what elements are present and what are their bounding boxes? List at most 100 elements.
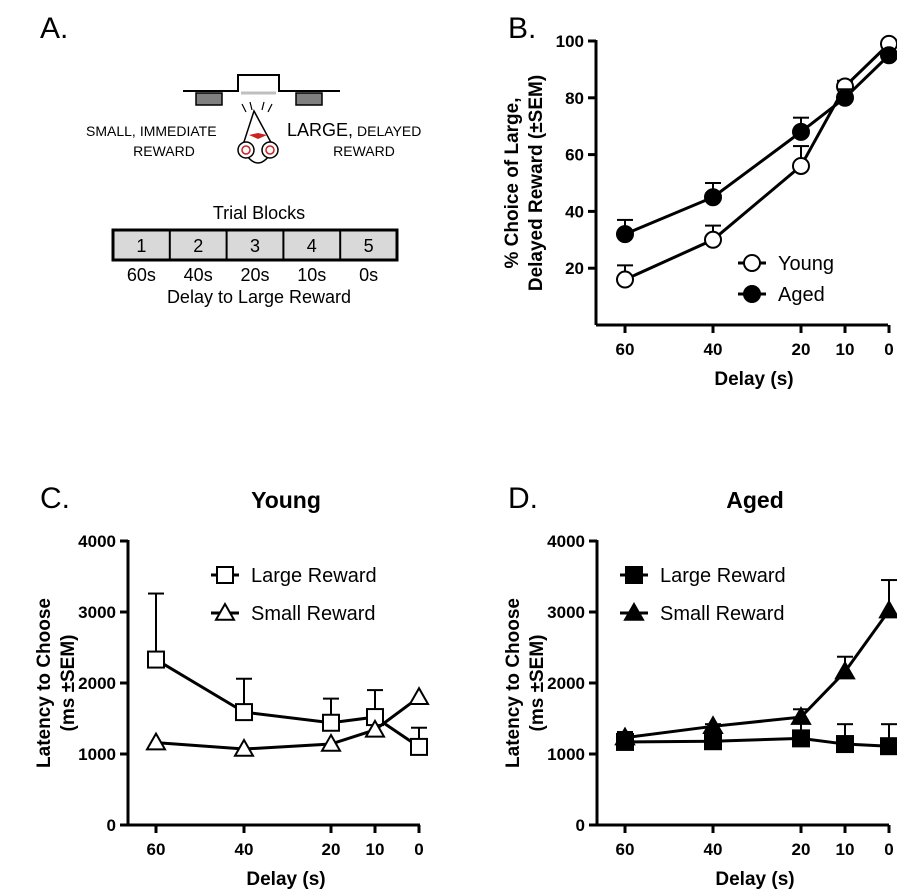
x-tick-label: 20 [322,840,341,859]
legend-label: Large Reward [660,565,786,587]
legend-entry: Small Reward [211,601,375,625]
data-point [792,122,810,141]
block-number-1: 1 [136,236,146,256]
data-point [147,650,165,669]
y-axis-label: Latency to Choose (ms ±SEM) [503,598,548,768]
data-point [702,715,724,735]
data-point [233,738,255,757]
chamber-wall [183,74,340,92]
legend-marker [623,601,645,621]
y-axis-label-line: (ms ±SEM) [58,635,79,732]
data-point [614,726,636,746]
series-young [616,34,897,289]
series-large-reward [147,592,428,756]
series-large-reward [616,719,897,756]
data-point [792,156,810,175]
large-reward-label: LARGE, DELAYED [287,120,421,140]
chart-title: Aged [726,487,784,513]
legend-entry: Aged [738,284,825,306]
legend-label: Aged [778,284,825,306]
block-delay: 60s [127,265,156,285]
legend-label: Small Reward [251,603,375,625]
block-number-4: 4 [307,236,317,256]
x-tick-label: 60 [147,840,166,859]
x-axis-label: Delay (s) [246,869,325,890]
chart-d: 0 1000 2000 3000 4000 60 40 20 10 0 Delay (s) Laten… [503,487,897,890]
x-tick-label: 0 [884,840,893,859]
left-lever-icon [195,92,223,106]
x-axis-label: Delay (s) [715,869,794,890]
x-tick-label: 40 [704,840,723,859]
data-point [880,737,897,756]
data-point [322,713,340,732]
legend-entry: Large Reward [211,565,377,587]
y-axis-label: Latency to Choose (ms ±SEM) [34,598,79,768]
block-number-5: 5 [364,236,374,256]
data-point [834,660,856,680]
x-tick-label: 10 [836,340,855,359]
y-axis-label-line: (ms ±SEM) [527,635,548,732]
delay-caption: Delay to Large Reward [167,287,351,307]
data-point [408,686,430,705]
panel-label-b: B. [508,12,536,45]
x-tick-label: 0 [884,340,893,359]
block-delay: 0s [359,265,378,285]
data-point [320,733,342,752]
data-point [704,230,722,249]
panel-label-a: A. [40,12,68,45]
y-tick-label: 1000 [78,745,116,764]
y-axis-label-line: Delayed Reward (±SEM) [526,75,547,291]
x-tick-label: 40 [704,340,723,359]
x-tick-label: 10 [836,840,855,859]
x-tick-label: 60 [616,340,635,359]
data-point [792,729,810,748]
x-axis-label: Delay (s) [714,369,793,390]
block-delay: 10s [297,265,326,285]
operant-chamber-schematic: SMALL, IMMEDIATE REWARD LARGE, DELAYED REW… [86,74,421,164]
legend-marker [743,254,761,272]
data-point [836,735,854,754]
y-tick-label: 4000 [547,532,585,551]
data-point [836,88,854,107]
y-axis-label-line: Latency to Choose [503,598,524,768]
x-tick-label: 20 [792,340,811,359]
legend-entry: Large Reward [620,565,786,587]
y-axis-label: % Choice of Large, Delayed Reward (±SEM) [502,75,547,291]
data-point [410,737,428,756]
legend-label: Young [778,253,834,275]
data-point [704,188,722,207]
series-aged [616,46,897,244]
small-reward-label-line2: REWARD [133,143,195,159]
y-tick-label: 2000 [547,674,585,693]
y-tick-label: 100 [556,32,584,51]
large-reward-label-line2: REWARD [333,143,395,159]
x-tick-label: 20 [792,840,811,859]
x-tick-label: 60 [616,840,635,859]
data-point [145,731,167,751]
y-tick-label: 3000 [547,603,585,622]
y-tick-label: 60 [565,146,584,165]
series-small-reward [614,579,897,746]
y-tick-label: 4000 [78,532,116,551]
y-tick-label: 40 [565,202,584,221]
chart-c: 0 1000 2000 3000 4000 60 40 20 10 0 Delay (s) Laten… [34,487,430,890]
legend-label: Large Reward [251,565,377,587]
y-tick-label: 80 [565,89,584,108]
legend-marker [625,566,643,584]
chart-title: Young [251,487,321,513]
data-point [790,706,812,725]
small-reward-label: SMALL, IMMEDIATE [86,123,217,139]
legend-entry: Young [738,253,834,275]
block-number-3: 3 [250,236,260,256]
block-number-2: 2 [193,236,203,256]
legend-marker [743,285,761,303]
y-tick-label: 3000 [78,603,116,622]
block-delay: 40s [184,265,213,285]
y-tick-label: 1000 [547,745,585,764]
legend-marker [216,566,234,584]
y-tick-label: 2000 [78,674,116,693]
y-tick-label: 0 [107,816,116,835]
y-tick-label: 20 [565,259,584,278]
